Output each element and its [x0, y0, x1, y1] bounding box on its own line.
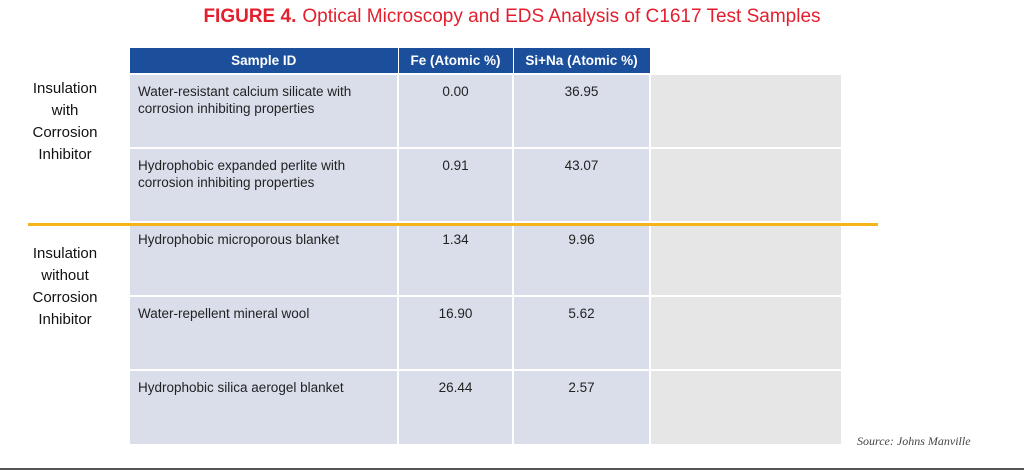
group-label-line: with — [51, 102, 79, 119]
table-row: Hydrophobic silica aerogel blanket 26.44… — [130, 369, 841, 444]
micrograph-pair — [650, 221, 841, 296]
sina-value: 9.96 — [513, 221, 651, 296]
header-sample-id: Sample ID — [130, 48, 399, 74]
samples-table: Sample ID Fe (Atomic %) Si+Na (Atomic %)… — [130, 48, 841, 444]
sample-name: Water-repellent mineral wool — [130, 295, 399, 370]
group-label-line: Inhibitor — [38, 146, 92, 163]
fe-value: 26.44 — [398, 369, 514, 444]
group-label-line: Inhibitor — [38, 311, 92, 328]
table-row: Water-repellent mineral wool 16.90 5.62 — [130, 295, 841, 370]
group-label-line: Corrosion — [32, 124, 98, 141]
group-label-without-inhibitor: Insulation without Corrosion Inhibitor — [10, 243, 120, 331]
header-sina: Si+Na (Atomic %) — [513, 48, 651, 74]
group-label-line: Corrosion — [32, 289, 98, 306]
micrograph-pair — [650, 369, 841, 444]
sample-name: Hydrophobic silica aerogel blanket — [130, 369, 399, 444]
figure-title: FIGURE 4. Optical Microscopy and EDS Anal… — [0, 6, 1024, 28]
micrograph-pair — [650, 295, 841, 370]
bottom-rule — [0, 468, 1024, 470]
fe-value: 0.00 — [398, 73, 514, 148]
sina-value: 43.07 — [513, 147, 651, 222]
sina-value: 36.95 — [513, 73, 651, 148]
group-divider-line — [28, 223, 878, 226]
figure-label: FIGURE 4. — [203, 6, 297, 27]
group-label-with-inhibitor: Insulation with Corrosion Inhibitor — [10, 78, 120, 166]
sample-name: Hydrophobic microporous blanket — [130, 221, 399, 296]
sample-name: Hydrophobic expanded perlite with corros… — [130, 147, 399, 222]
group-label-line: Insulation — [32, 245, 98, 262]
figure-caption: Optical Microscopy and EDS Analysis of C… — [302, 6, 821, 27]
fe-value: 16.90 — [398, 295, 514, 370]
sample-name: Water-resistant calcium silicate with co… — [130, 73, 399, 148]
micrograph-pair — [650, 147, 841, 222]
sina-value: 5.62 — [513, 295, 651, 370]
fe-value: 1.34 — [398, 221, 514, 296]
header-fe: Fe (Atomic %) — [398, 48, 514, 74]
source-credit: Source: Johns Manville — [857, 434, 971, 448]
table-row: Hydrophobic expanded perlite with corros… — [130, 147, 841, 222]
micrograph-pair — [650, 73, 841, 148]
sina-value: 2.57 — [513, 369, 651, 444]
table-row: Water-resistant calcium silicate with co… — [130, 73, 841, 148]
table-header-row: Sample ID Fe (Atomic %) Si+Na (Atomic %) — [130, 48, 841, 74]
header-blank — [650, 48, 841, 74]
fe-value: 0.91 — [398, 147, 514, 222]
group-label-line: Insulation — [32, 80, 98, 97]
table-row: Hydrophobic microporous blanket 1.34 9.9… — [130, 221, 841, 296]
group-label-line: without — [41, 267, 89, 284]
